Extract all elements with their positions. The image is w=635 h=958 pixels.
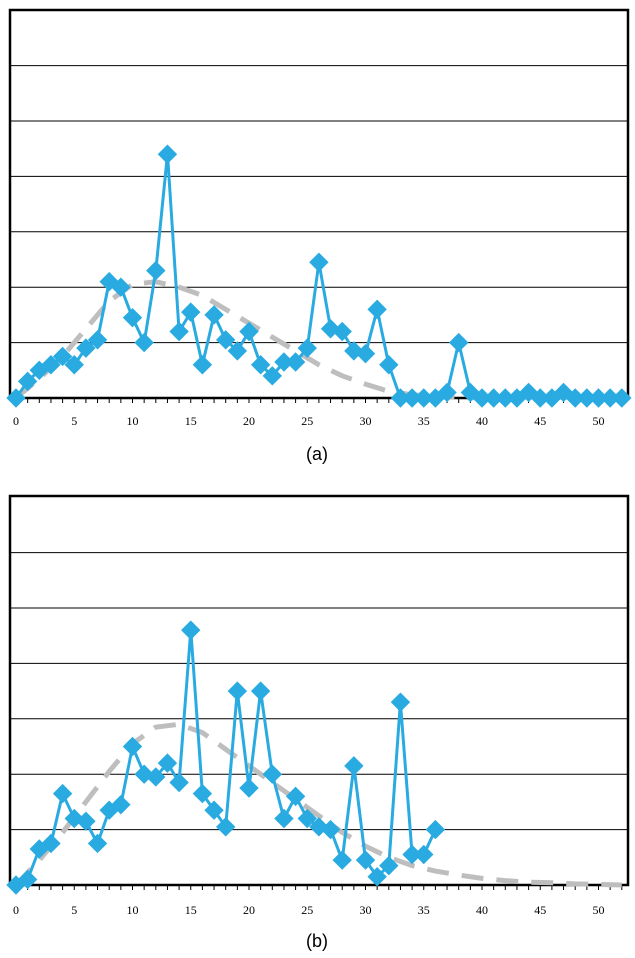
data-point-diamond xyxy=(227,681,248,701)
data-point-diamond xyxy=(52,783,73,804)
data-point-diamond xyxy=(250,355,271,375)
x-tick-label: 50 xyxy=(593,414,605,428)
data-point-diamond xyxy=(181,302,201,322)
data-point-diamond xyxy=(285,786,306,807)
data-point-diamond xyxy=(169,321,189,342)
data-point-diamond xyxy=(157,144,178,164)
data-point-diamond xyxy=(215,330,236,350)
x-tick-label: 10 xyxy=(127,903,139,917)
data-point-diamond xyxy=(262,366,283,386)
data-point-diamond xyxy=(134,332,154,353)
x-tick-label: 50 xyxy=(593,903,605,917)
x-tick-label: 25 xyxy=(301,903,313,917)
data-point-diamond xyxy=(169,772,189,793)
data-point-diamond xyxy=(146,260,166,281)
panel-caption: (a) xyxy=(306,444,328,464)
data-point-diamond xyxy=(285,352,306,372)
data-point-diamond xyxy=(122,736,143,757)
data-point-diamond xyxy=(367,299,387,320)
data-point-diamond xyxy=(239,778,259,798)
x-tick-label: 0 xyxy=(13,414,19,428)
data-point-diamond xyxy=(320,819,341,840)
x-tick-label: 20 xyxy=(243,903,255,917)
panel-caption: (b) xyxy=(306,931,328,951)
data-point-diamond xyxy=(425,819,446,840)
data-point-diamond xyxy=(146,767,166,787)
data-point-diamond xyxy=(355,343,376,364)
data-point-diamond xyxy=(17,869,38,890)
data-point-diamond xyxy=(379,355,399,375)
data-point-diamond xyxy=(274,808,294,829)
fit-curve-dashed xyxy=(14,721,622,888)
x-tick-label: 30 xyxy=(360,903,372,917)
x-tick-label: 5 xyxy=(71,414,77,428)
x-tick-label: 35 xyxy=(418,903,430,917)
x-tick-label: 25 xyxy=(301,414,313,428)
x-tick-label: 30 xyxy=(360,414,372,428)
x-tick-label: 35 xyxy=(418,414,430,428)
data-point-diamond xyxy=(192,355,213,375)
data-point-diamond xyxy=(204,800,224,820)
data-point-diamond xyxy=(227,341,248,361)
data-point-diamond xyxy=(355,850,376,870)
data-point-diamond xyxy=(379,855,399,876)
data-point-diamond xyxy=(344,756,364,776)
data-point-diamond xyxy=(64,355,84,375)
data-point-diamond xyxy=(262,764,283,784)
x-tick-label: 5 xyxy=(71,903,77,917)
x-tick-label: 40 xyxy=(476,414,488,428)
data-point-diamond xyxy=(76,338,96,358)
x-tick-label: 10 xyxy=(127,414,139,428)
data-point-diamond xyxy=(250,681,271,701)
data-point-diamond xyxy=(111,277,131,297)
data-point-diamond xyxy=(41,355,61,375)
data-point-diamond xyxy=(448,332,469,353)
data-point-diamond xyxy=(17,371,38,392)
data-point-diamond xyxy=(122,307,143,328)
data-point-diamond xyxy=(612,388,632,408)
x-tick-label: 45 xyxy=(534,903,546,917)
chart-panel-a: 0 5 10 15 20 25 30 35 40 45 50 (a) xyxy=(6,8,632,464)
data-point-diamond xyxy=(390,692,411,712)
data-point-diamond xyxy=(297,808,317,829)
data-point-diamond xyxy=(204,305,224,325)
data-point-diamond xyxy=(414,844,434,865)
chart-panel-b: 0 5 10 15 20 25 30 35 40 45 50 (b) xyxy=(6,494,630,951)
data-point-diamond xyxy=(367,866,387,887)
x-tick-label: 0 xyxy=(13,903,19,917)
data-point-diamond xyxy=(309,252,329,272)
data-point-diamond xyxy=(87,833,108,854)
x-tick-label: 20 xyxy=(243,414,255,428)
data-point-diamond xyxy=(297,338,317,358)
data-point-diamond xyxy=(437,382,457,403)
data-point-diamond xyxy=(215,817,236,837)
data-point-diamond xyxy=(332,850,352,870)
data-point-diamond xyxy=(192,783,213,804)
data-point-diamond xyxy=(181,620,201,640)
data-point-diamond xyxy=(157,753,178,773)
data-point-diamond xyxy=(239,321,259,342)
data-point-diamond xyxy=(332,321,352,342)
x-tick-label: 45 xyxy=(534,414,546,428)
x-tick-label: 40 xyxy=(476,903,488,917)
data-point-diamond xyxy=(52,346,73,367)
data-point-diamond xyxy=(41,833,61,854)
data-point-diamond xyxy=(111,794,131,815)
data-point-diamond xyxy=(6,388,26,408)
x-tick-label: 15 xyxy=(185,903,197,917)
x-tick-label: 15 xyxy=(185,414,197,428)
data-point-diamond xyxy=(87,330,108,350)
data-point-diamond xyxy=(76,811,96,831)
